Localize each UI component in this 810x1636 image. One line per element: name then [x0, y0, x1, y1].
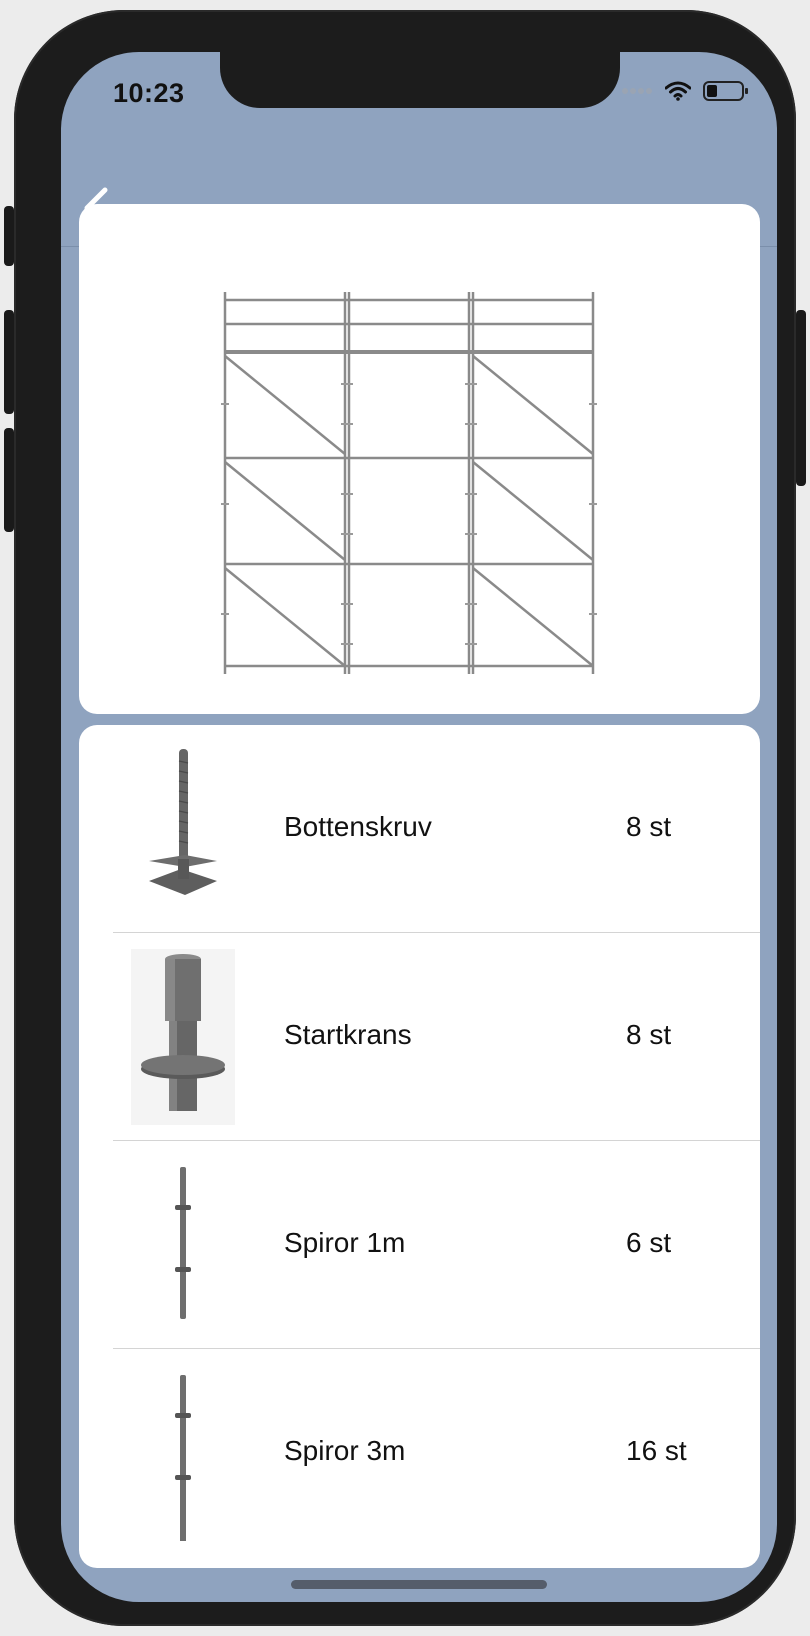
list-item[interactable]: Startkrans 8 st — [79, 933, 760, 1141]
volume-up-button — [4, 310, 14, 414]
materials-list: Bottenskruv 8 st Startkrans 8 st — [79, 725, 760, 1568]
notch — [220, 52, 620, 108]
mute-switch — [4, 206, 14, 266]
volume-down-button — [4, 428, 14, 532]
standard-3m-icon — [175, 1375, 191, 1541]
list-item[interactable]: Bottenskruv 8 st — [79, 725, 760, 933]
row-divider — [113, 1348, 760, 1349]
row-divider — [113, 1140, 760, 1141]
base-collar-icon — [131, 949, 235, 1125]
wifi-icon — [665, 81, 691, 101]
item-name: Spiror 1m — [284, 1227, 406, 1258]
scaffold-image-card — [79, 204, 760, 714]
item-quantity: 16 st — [626, 1435, 687, 1466]
list-item[interactable]: Spiror 3m 16 st — [79, 1349, 760, 1557]
phone-frame: 10:23 — [4, 10, 806, 1626]
item-quantity: 8 st — [626, 811, 672, 842]
status-time: 10:23 — [113, 78, 185, 108]
home-indicator[interactable] — [291, 1580, 547, 1589]
power-button — [796, 310, 806, 486]
screen: 10:23 — [61, 52, 777, 1602]
item-name: Spiror 3m — [284, 1435, 406, 1466]
standard-1m-icon — [175, 1167, 191, 1319]
battery-icon — [703, 81, 748, 101]
item-name: Startkrans — [284, 1019, 412, 1050]
base-jack-icon — [149, 749, 217, 895]
item-name: Bottenskruv — [284, 811, 432, 842]
row-divider — [113, 932, 760, 933]
list-item[interactable]: Spiror 1m 6 st — [79, 1141, 760, 1349]
scaffold-drawing — [221, 292, 597, 674]
item-quantity: 8 st — [626, 1019, 672, 1050]
status-icons — [621, 80, 749, 102]
item-quantity: 6 st — [626, 1227, 672, 1258]
signal-dots-icon — [622, 88, 652, 94]
